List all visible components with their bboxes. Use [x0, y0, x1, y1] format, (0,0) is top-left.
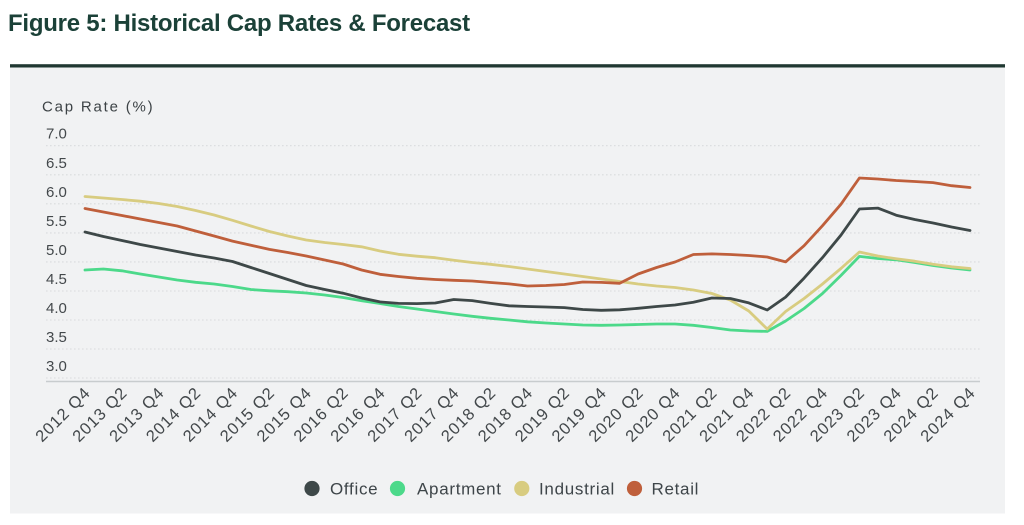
svg-text:6.0: 6.0: [46, 184, 67, 201]
svg-text:Figure 5: Historical Cap Rates: Figure 5: Historical Cap Rates & Forecas…: [8, 10, 470, 37]
svg-text:3.5: 3.5: [46, 329, 67, 346]
svg-text:6.5: 6.5: [46, 155, 67, 172]
svg-text:4.0: 4.0: [46, 300, 67, 317]
svg-text:Apartment: Apartment: [417, 480, 502, 499]
svg-text:4.5: 4.5: [46, 271, 67, 288]
svg-text:5.0: 5.0: [46, 242, 67, 259]
svg-text:Industrial: Industrial: [539, 480, 615, 499]
svg-text:Cap Rate (%): Cap Rate (%): [42, 99, 154, 116]
svg-text:3.0: 3.0: [46, 358, 67, 375]
svg-text:7.0: 7.0: [46, 126, 67, 143]
svg-text:5.5: 5.5: [46, 213, 67, 230]
svg-text:Office: Office: [330, 480, 378, 499]
svg-text:Retail: Retail: [652, 480, 700, 499]
